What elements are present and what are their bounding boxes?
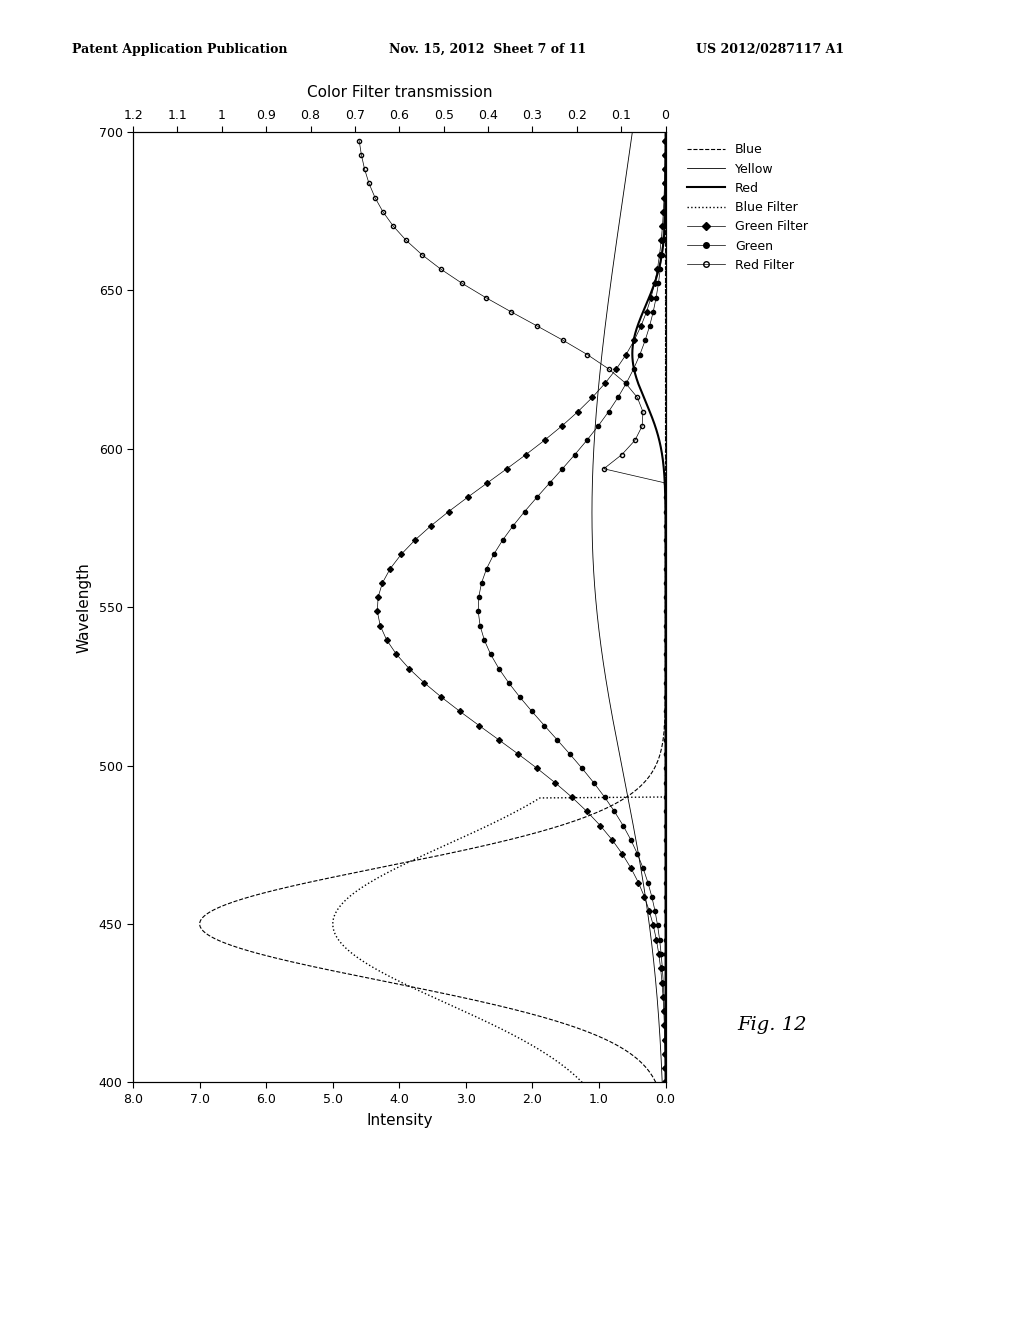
Yellow <box>597 656 609 672</box>
Red Filter <box>659 689 672 705</box>
Green <box>484 647 497 663</box>
Yellow <box>597 334 609 350</box>
X-axis label: Intensity: Intensity <box>367 1113 432 1127</box>
Red Filter <box>659 932 672 948</box>
Blue <box>659 690 672 706</box>
Blue <box>398 977 411 993</box>
Y-axis label: Wavelength: Wavelength <box>77 562 92 652</box>
Blue Filter <box>659 656 672 672</box>
Blue <box>659 334 672 350</box>
Red <box>650 422 663 438</box>
Green Filter <box>625 861 637 876</box>
Blue <box>659 317 672 333</box>
Line: Yellow: Yellow <box>592 132 663 1082</box>
Yellow <box>656 1074 669 1090</box>
Blue Filter <box>659 317 672 333</box>
Text: US 2012/0287117 A1: US 2012/0287117 A1 <box>696 42 845 55</box>
Red <box>628 334 640 350</box>
Blue Filter <box>659 422 672 438</box>
Legend: Blue, Yellow, Red, Blue Filter, Green Filter, Green, Red Filter: Blue, Yellow, Red, Blue Filter, Green Fi… <box>683 139 813 277</box>
Text: Fig. 12: Fig. 12 <box>737 1015 807 1034</box>
Green Filter <box>390 647 402 663</box>
Green Filter <box>610 360 623 376</box>
Red Filter <box>353 132 366 148</box>
Green Filter <box>657 190 670 206</box>
Green <box>514 689 526 705</box>
Red Filter <box>659 861 672 876</box>
Blue Filter <box>659 690 672 706</box>
Green <box>628 360 640 376</box>
Green Filter <box>650 932 663 948</box>
Line: Green: Green <box>476 139 668 1085</box>
Red <box>659 690 672 706</box>
Text: Nov. 15, 2012  Sheet 7 of 11: Nov. 15, 2012 Sheet 7 of 11 <box>389 42 587 55</box>
Green <box>653 932 666 948</box>
Yellow <box>603 690 615 706</box>
Yellow <box>589 422 601 438</box>
Red Filter <box>659 647 672 663</box>
Line: Blue Filter: Blue Filter <box>333 132 666 1082</box>
Red <box>632 317 644 333</box>
X-axis label: Color Filter transmission: Color Filter transmission <box>306 86 493 100</box>
Blue <box>649 1074 662 1090</box>
Yellow <box>599 317 611 333</box>
Blue Filter <box>659 124 672 140</box>
Red Filter <box>659 1074 672 1090</box>
Red <box>659 977 672 993</box>
Blue <box>659 656 672 672</box>
Green <box>659 132 672 148</box>
Text: Patent Application Publication: Patent Application Publication <box>72 42 287 55</box>
Green <box>658 190 671 206</box>
Yellow <box>650 977 663 993</box>
Green Filter <box>435 689 447 705</box>
Blue Filter <box>577 1074 589 1090</box>
Blue Filter <box>401 977 414 993</box>
Line: Green Filter: Green Filter <box>375 139 668 1085</box>
Green Filter <box>659 1074 672 1090</box>
Line: Blue: Blue <box>200 132 666 1082</box>
Red <box>659 656 672 672</box>
Blue Filter <box>659 334 672 350</box>
Blue <box>659 124 672 140</box>
Line: Red Filter: Red Filter <box>357 139 668 1085</box>
Red Filter <box>369 190 381 206</box>
Green Filter <box>659 132 672 148</box>
Red <box>659 124 672 140</box>
Green <box>637 861 649 876</box>
Red Filter <box>602 360 614 376</box>
Blue <box>659 422 672 438</box>
Green <box>659 1074 672 1090</box>
Yellow <box>627 124 639 140</box>
Red <box>659 1074 672 1090</box>
Line: Red: Red <box>633 132 666 1082</box>
